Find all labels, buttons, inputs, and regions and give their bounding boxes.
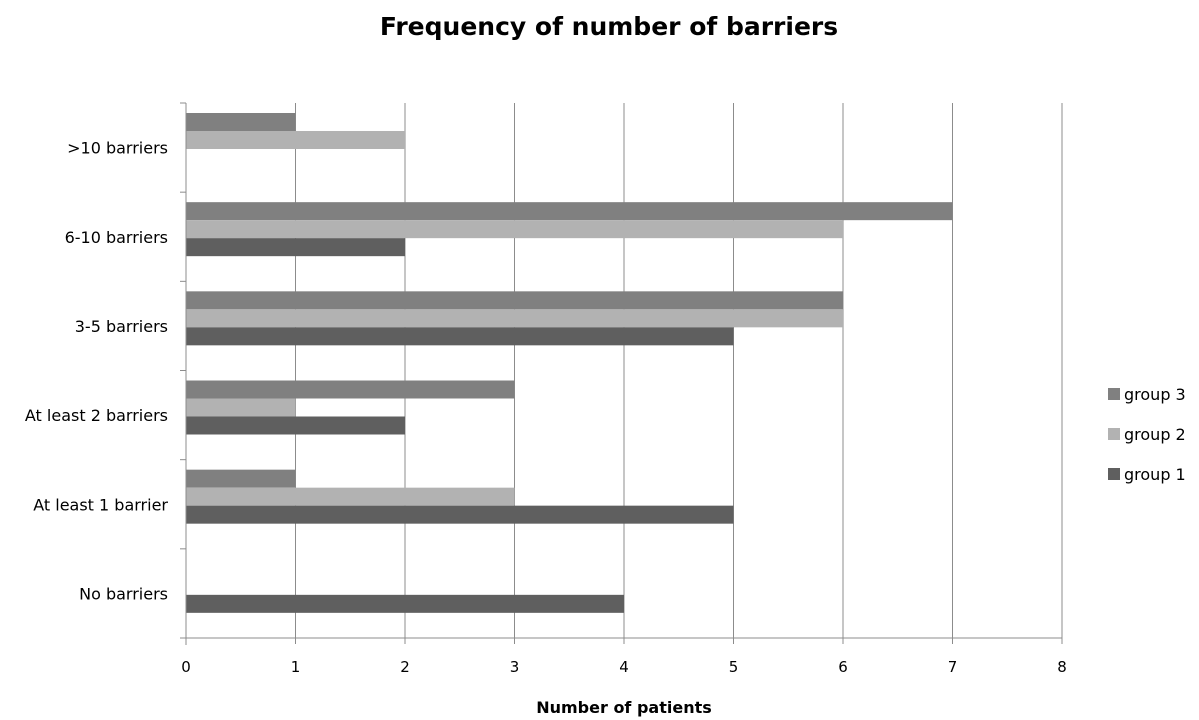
y-tick-label: 3-5 barriers bbox=[75, 317, 168, 336]
y-tick-label: 6-10 barriers bbox=[65, 228, 168, 247]
bar-group-1 bbox=[186, 238, 405, 257]
legend-label: group 2 bbox=[1124, 424, 1186, 444]
y-tick-label: At least 1 barrier bbox=[33, 495, 168, 514]
legend-swatch bbox=[1108, 468, 1120, 480]
bar-group-3 bbox=[186, 291, 843, 310]
legend-label: group 1 bbox=[1124, 464, 1186, 484]
legend-label: group 3 bbox=[1124, 384, 1186, 404]
x-tick-label: 4 bbox=[619, 658, 629, 676]
y-tick-label: No barriers bbox=[79, 584, 168, 603]
x-tick-label: 0 bbox=[181, 658, 191, 676]
bar-group-1 bbox=[186, 327, 734, 346]
bar-group-3 bbox=[186, 380, 515, 399]
bar-group-3 bbox=[186, 113, 296, 131]
bar-group-1 bbox=[186, 416, 405, 435]
bar-group-3 bbox=[186, 469, 296, 488]
x-axis-title: Number of patients bbox=[536, 698, 712, 717]
bar-group-1 bbox=[186, 594, 624, 613]
bar-group-2 bbox=[186, 487, 515, 506]
legend-swatch bbox=[1108, 428, 1120, 440]
x-tick-label: 7 bbox=[948, 658, 958, 676]
bar-group-2 bbox=[186, 309, 843, 328]
legend-item: group 1 bbox=[1108, 454, 1186, 494]
x-tick-label: 5 bbox=[729, 658, 739, 676]
legend: group 3 group 2 group 1 bbox=[1108, 374, 1186, 494]
bar-group-2 bbox=[186, 398, 296, 417]
x-tick-label: 3 bbox=[510, 658, 520, 676]
y-tick-label: >10 barriers bbox=[67, 139, 168, 158]
legend-item: group 2 bbox=[1108, 414, 1186, 454]
x-tick-label: 2 bbox=[400, 658, 410, 676]
x-tick-label: 6 bbox=[838, 658, 848, 676]
x-tick-label: 8 bbox=[1057, 658, 1067, 676]
bar-group-3 bbox=[186, 202, 953, 221]
chart-title: Frequency of number of barriers bbox=[379, 12, 839, 41]
legend-item: group 3 bbox=[1108, 374, 1186, 414]
bar-group-2 bbox=[186, 131, 405, 149]
x-tick-label: 1 bbox=[291, 658, 301, 676]
bar-group-2 bbox=[186, 220, 843, 239]
legend-swatch bbox=[1108, 388, 1120, 400]
bar-group-1 bbox=[186, 505, 734, 524]
y-tick-label: At least 2 barriers bbox=[25, 406, 168, 425]
